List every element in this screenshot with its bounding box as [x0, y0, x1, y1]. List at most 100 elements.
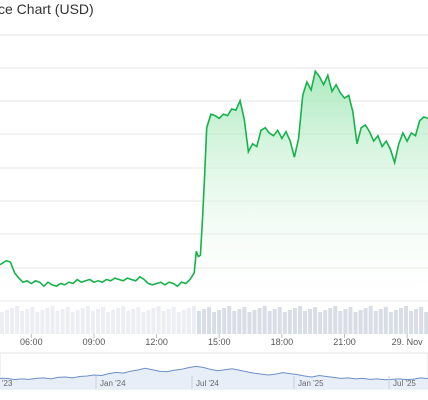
volume-bar — [378, 309, 383, 334]
volume-bar — [227, 306, 232, 334]
volume-bar — [388, 312, 393, 334]
volume-bar — [151, 308, 156, 334]
volume-bar — [247, 312, 252, 334]
x-tick-label: 18:00 — [271, 337, 294, 347]
volume-bar — [419, 307, 424, 334]
volume-bar — [85, 306, 90, 334]
volume-bar — [111, 310, 116, 334]
volume-bar — [131, 309, 136, 334]
x-tick-label: 21:00 — [333, 337, 356, 347]
price-line — [0, 69, 428, 288]
volume-bar — [242, 307, 247, 334]
volume-bar — [328, 308, 333, 334]
volume-bar — [212, 312, 217, 334]
volume-bar — [303, 311, 307, 334]
volume-bar — [363, 308, 368, 334]
volume-bar — [156, 306, 161, 334]
volume-bar — [272, 309, 277, 334]
volume-bar — [252, 310, 257, 334]
volume-bar — [353, 312, 358, 334]
volume-bar — [217, 310, 222, 334]
volume-bar — [287, 310, 292, 334]
volume-bar — [257, 308, 262, 334]
volume-bar — [95, 309, 100, 334]
volume-bar — [393, 310, 398, 334]
volume-bar — [358, 310, 363, 334]
volume-bar — [161, 311, 166, 334]
range-navigator[interactable]: '23 Jan '24 Jul '24 Jan '25 Jul '25 — [0, 352, 428, 390]
volume-bar — [232, 311, 237, 334]
volume-bar — [267, 311, 272, 334]
volume-bar — [116, 308, 121, 334]
volume-bar — [10, 308, 15, 334]
volume-bar — [308, 309, 313, 334]
volume-bar — [176, 312, 181, 334]
volume-bar — [191, 306, 196, 334]
volume-bar — [15, 306, 20, 334]
navigator-tick-label: Jul '24 — [196, 379, 219, 388]
volume-bar — [277, 307, 282, 334]
volume-bar — [101, 307, 105, 334]
x-axis-ticks: 06:00 09:00 12:00 15:00 18:00 21:00 29. Nov — [20, 334, 423, 347]
volume-bar — [121, 306, 126, 334]
volume-bar — [409, 311, 414, 334]
volume-bar — [75, 310, 80, 334]
volume-bar — [196, 311, 201, 334]
volume-bar — [90, 311, 95, 334]
volume-bar — [30, 307, 35, 334]
volume-bar — [404, 306, 408, 334]
volume-bar — [55, 311, 60, 334]
navigator-tick-label: Jan '24 — [100, 379, 126, 388]
volume-bar — [333, 306, 338, 334]
navigator-line — [0, 365, 428, 381]
volume-bar — [20, 311, 25, 334]
volume-bar — [292, 308, 297, 334]
volume-bar — [0, 312, 4, 334]
volume-bar — [181, 310, 186, 334]
volume-bar — [5, 310, 10, 334]
volume-bar — [414, 309, 419, 334]
volume-bar — [106, 312, 111, 334]
volume-bar — [323, 310, 328, 334]
volume-bar — [338, 311, 343, 334]
volume-strip — [0, 306, 428, 334]
volume-bar — [237, 309, 242, 334]
x-tick-label: 29. Nov — [392, 337, 424, 347]
volume-bar — [373, 311, 378, 334]
volume-bar — [65, 307, 70, 334]
volume-bar — [343, 309, 348, 334]
volume-bar — [35, 312, 40, 334]
volume-bar — [146, 310, 151, 334]
volume-bar — [126, 311, 131, 334]
volume-bar — [207, 307, 212, 334]
volume-bar — [70, 312, 75, 334]
x-tick-label: 09:00 — [83, 337, 106, 347]
volume-bar — [50, 306, 55, 334]
volume-bar — [60, 309, 65, 334]
volume-bar — [282, 312, 287, 334]
volume-bar — [383, 307, 388, 334]
navigator-tick-label: Jan '25 — [298, 379, 324, 388]
navigator-tick-label: Jul '25 — [393, 379, 416, 388]
price-area — [0, 71, 428, 305]
volume-bar — [398, 308, 403, 334]
x-tick-label: 06:00 — [20, 337, 43, 347]
volume-bar — [40, 310, 45, 334]
volume-bar — [202, 309, 206, 334]
chart-title: ce Chart (USD) — [0, 1, 94, 17]
volume-bar — [222, 308, 227, 334]
volume-bar — [424, 312, 428, 334]
volume-bar — [166, 309, 171, 334]
navigator-tick-label: '23 — [2, 379, 13, 388]
volume-bar — [80, 308, 85, 334]
volume-bar — [171, 307, 176, 334]
x-tick-label: 12:00 — [145, 337, 168, 347]
volume-bar — [25, 309, 30, 334]
volume-bar — [348, 307, 353, 334]
volume-bar — [136, 307, 141, 334]
volume-bar — [186, 308, 191, 334]
navigator-area — [0, 366, 428, 389]
volume-bar — [262, 306, 267, 334]
volume-bar — [313, 307, 318, 334]
